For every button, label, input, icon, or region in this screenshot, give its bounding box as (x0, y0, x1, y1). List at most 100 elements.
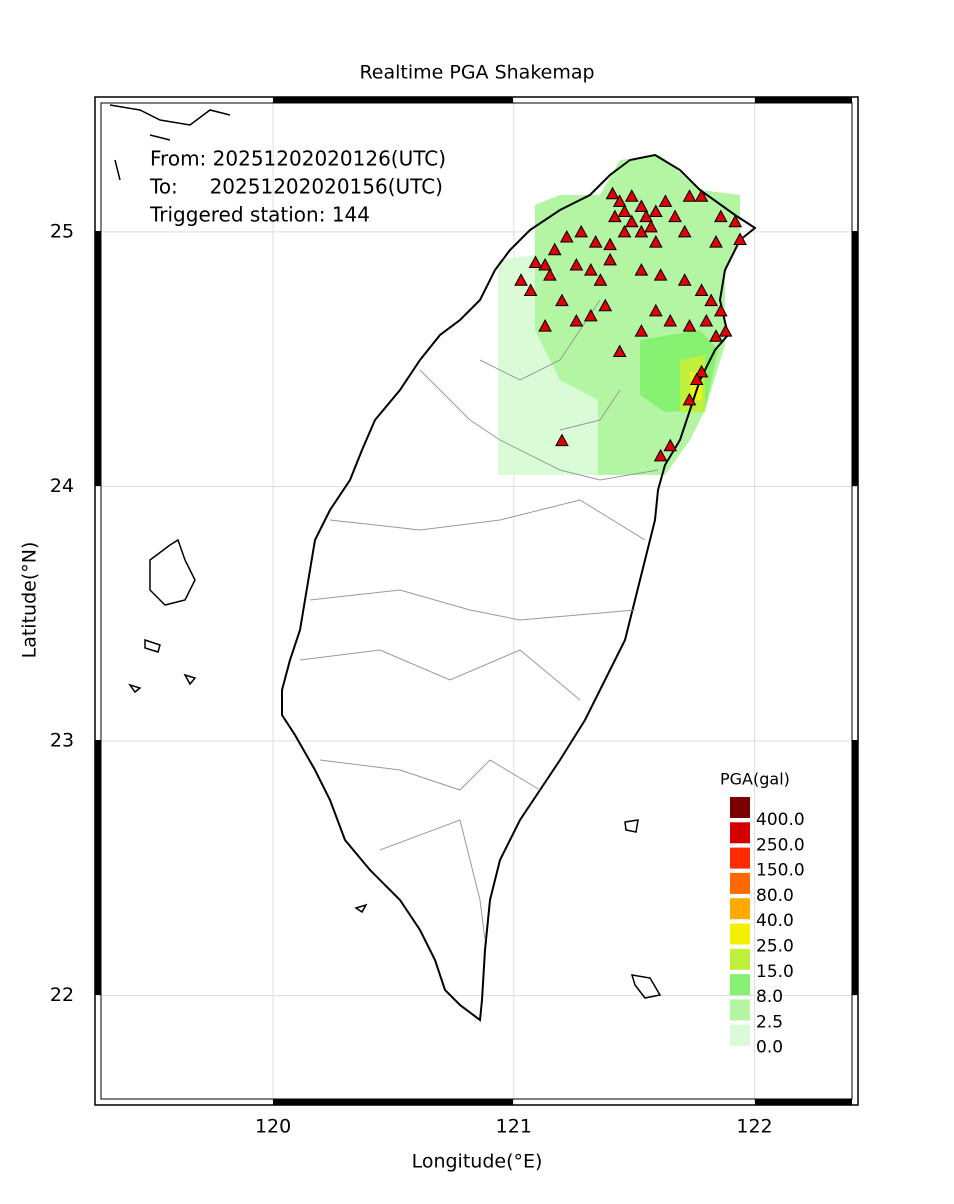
legend-swatch (730, 847, 750, 869)
station (555, 293, 569, 307)
county-line (309, 589, 636, 621)
x-axis-label: Longitude(°E) (412, 1151, 543, 1173)
station (644, 219, 658, 233)
frame-bars (95, 97, 858, 1105)
x-tick-label: 121 (496, 1116, 532, 1138)
legend-swatch (730, 797, 750, 818)
station (612, 194, 627, 207)
frame (94, 96, 859, 1106)
frame-bar (852, 231, 858, 486)
station (612, 344, 627, 358)
legend-label: 0.0 (756, 1038, 783, 1058)
coastline (281, 153, 757, 1022)
station (538, 257, 552, 271)
station (634, 263, 649, 276)
county-line (419, 369, 659, 481)
station (658, 194, 673, 207)
station (713, 209, 728, 223)
legend-swatch (730, 872, 750, 894)
station (663, 313, 678, 327)
station (624, 189, 639, 202)
island (354, 819, 662, 999)
x-tick-label: 122 (736, 1116, 772, 1138)
frame-bar (852, 740, 858, 995)
station (555, 433, 569, 447)
legend-swatch (730, 948, 750, 970)
station (634, 224, 649, 238)
county-line (379, 819, 486, 941)
station (569, 313, 584, 327)
station (569, 257, 584, 271)
frame-bar (95, 231, 101, 486)
station (634, 324, 649, 337)
station (694, 283, 709, 296)
legend-swatch (730, 1024, 750, 1046)
county-line (319, 759, 541, 791)
frame-bar (755, 1099, 852, 1105)
station (689, 372, 704, 386)
station (547, 242, 562, 256)
station (608, 209, 622, 223)
station (682, 189, 697, 202)
station (528, 255, 543, 268)
y-axis-label: Latitude(°N) (19, 542, 41, 659)
legend-swatch (730, 999, 750, 1021)
legend-swatch (730, 822, 750, 844)
station (677, 273, 692, 286)
chart-title: Realtime PGA Shakemap (359, 62, 594, 84)
county-line (299, 649, 581, 701)
station (648, 235, 663, 248)
station (728, 214, 743, 228)
station (624, 214, 639, 228)
station (699, 313, 714, 327)
legend-label: 25.0 (756, 937, 794, 957)
island (149, 538, 196, 606)
pga-8 (640, 330, 718, 412)
station (718, 324, 733, 337)
county-line (329, 499, 646, 541)
station (709, 329, 723, 342)
frame-bar (273, 1099, 513, 1105)
station (648, 204, 663, 218)
legend-label: 250.0 (756, 835, 805, 855)
station (694, 189, 709, 202)
legend-label: 400.0 (756, 810, 805, 830)
station (694, 364, 709, 378)
station (704, 293, 719, 307)
station (677, 224, 692, 238)
station (617, 224, 632, 238)
islands (109, 104, 662, 999)
station (653, 268, 668, 281)
station (682, 392, 697, 406)
frame-bar (273, 97, 513, 103)
y-tick-label: 24 (50, 475, 74, 497)
legend-label: 150.0 (756, 861, 805, 881)
island (128, 638, 197, 694)
county-lines (299, 299, 659, 941)
station (663, 438, 678, 452)
station (653, 448, 668, 462)
station (605, 186, 620, 200)
stations (514, 186, 747, 462)
y-tick-label: 23 (50, 730, 74, 752)
y-tick-label: 25 (50, 220, 74, 242)
station (583, 308, 598, 322)
station (523, 283, 538, 296)
legend: 400.0 250.0 150.0 80.0 40.0 25.0 15.0 8.0 2.5 0.0 (730, 797, 805, 1058)
legend-label: 15.0 (756, 962, 794, 982)
legend-swatch (730, 974, 750, 996)
station (682, 319, 697, 332)
station (559, 229, 574, 243)
station (603, 237, 617, 251)
legend-swatch (730, 898, 750, 920)
island (109, 104, 231, 181)
frame-bar (95, 740, 101, 995)
station (634, 199, 649, 212)
station (593, 273, 608, 286)
station (648, 303, 663, 317)
info-from: From: 20251202020126(UTC) (150, 147, 446, 171)
station (598, 298, 613, 312)
info-count: Triggered station: 144 (149, 203, 370, 227)
